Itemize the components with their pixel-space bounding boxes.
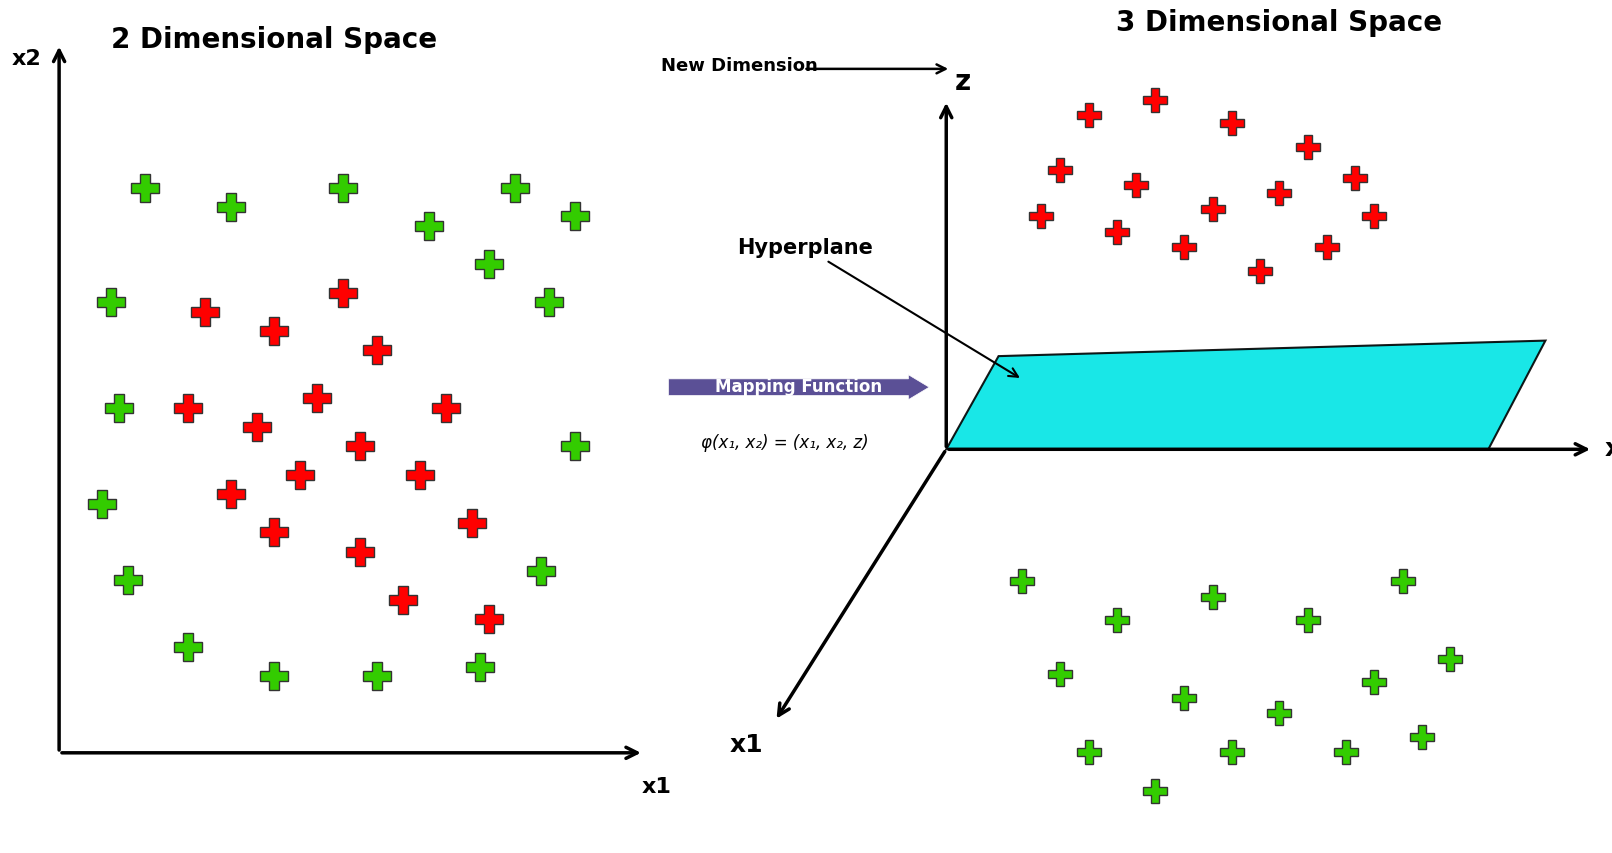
Text: x1: x1	[730, 733, 764, 757]
Text: x1: x1	[642, 776, 672, 797]
Text: Hyperplane: Hyperplane	[737, 238, 1017, 377]
Text: z: z	[956, 67, 972, 96]
Text: New Dimension: New Dimension	[661, 57, 817, 75]
Text: Mapping Function: Mapping Function	[716, 377, 882, 395]
Text: 3 Dimensional Space: 3 Dimensional Space	[1116, 9, 1443, 38]
Polygon shape	[946, 341, 1546, 450]
Text: x2: x2	[1606, 436, 1612, 461]
Text: x2: x2	[11, 49, 42, 69]
Text: 2 Dimensional Space: 2 Dimensional Space	[111, 26, 437, 54]
FancyArrowPatch shape	[669, 375, 929, 400]
Text: φ(x₁, x₂) = (x₁, x₂, z): φ(x₁, x₂) = (x₁, x₂, z)	[701, 433, 869, 451]
